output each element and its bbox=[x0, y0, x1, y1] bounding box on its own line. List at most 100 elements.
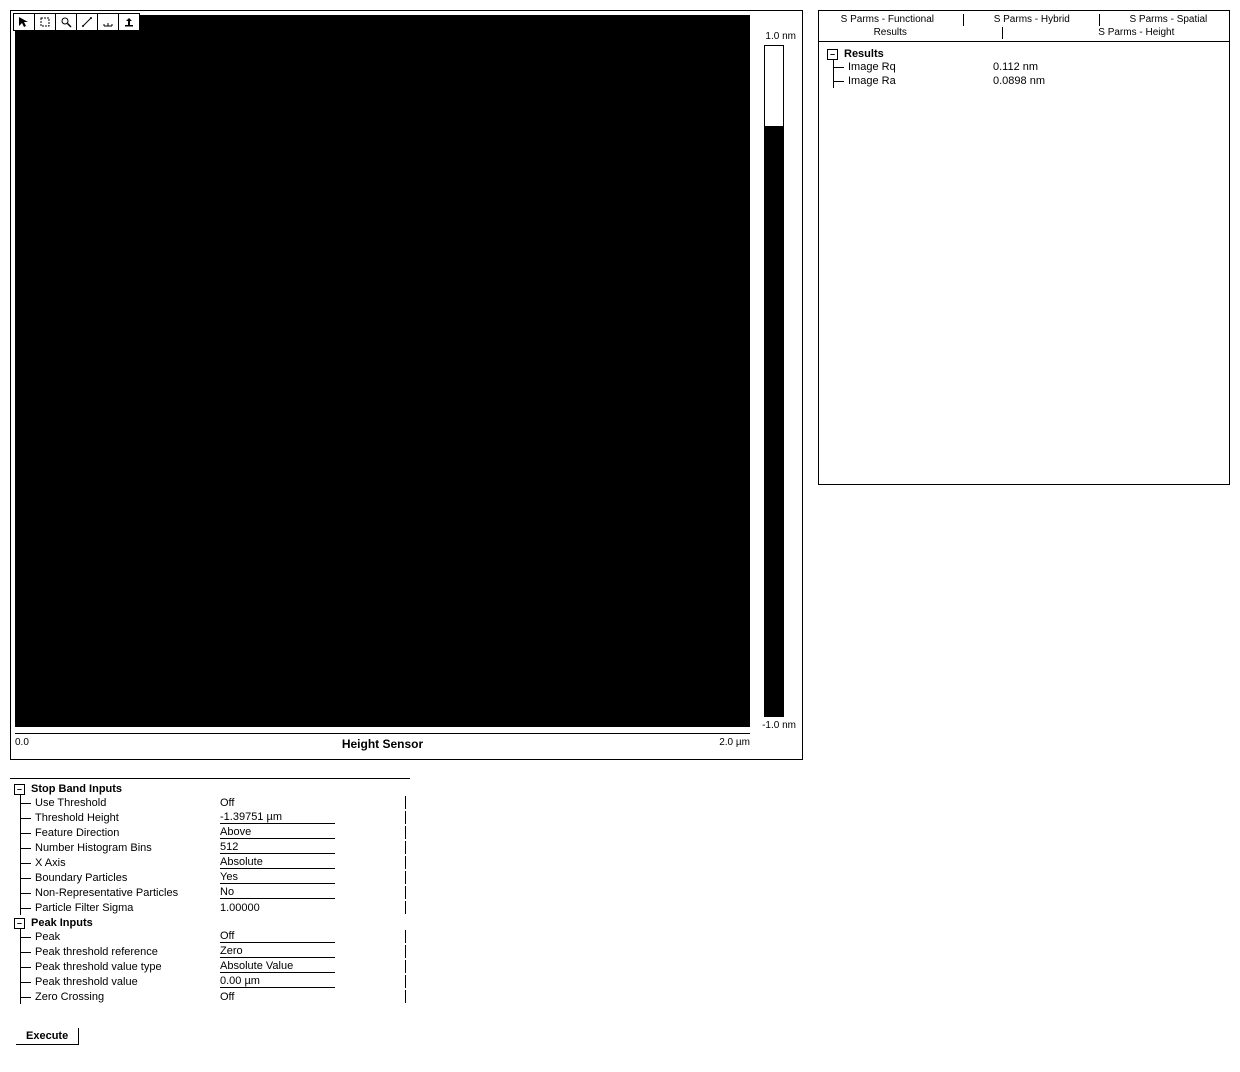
colorbar: 1.0 nm -1.0 nm bbox=[750, 31, 798, 731]
param-section: –Stop Band InputsUse ThresholdOffThresho… bbox=[14, 783, 406, 915]
param-label: Peak bbox=[35, 931, 220, 943]
result-label: Image Rq bbox=[848, 61, 993, 73]
row-end-marker bbox=[405, 975, 406, 988]
param-label: Number Histogram Bins bbox=[35, 842, 220, 854]
param-label: Threshold Height bbox=[35, 812, 220, 824]
image-toolbar bbox=[13, 13, 139, 31]
param-row: Zero CrossingOff bbox=[21, 989, 406, 1004]
row-end-marker bbox=[405, 945, 406, 958]
tab-separator bbox=[1099, 14, 1100, 26]
param-value[interactable]: Above bbox=[220, 826, 335, 839]
row-end-marker bbox=[405, 856, 406, 869]
param-label: Peak threshold value type bbox=[35, 961, 220, 973]
tab-separator bbox=[963, 14, 964, 26]
results-tree: – Results Image Rq 0.112 nm Image Ra 0.0… bbox=[819, 41, 1229, 94]
param-value[interactable]: 1.00000 bbox=[220, 902, 335, 914]
export-icon[interactable] bbox=[118, 13, 140, 31]
param-row: Peak threshold referenceZero bbox=[21, 944, 406, 959]
results-title: Results bbox=[844, 48, 884, 60]
param-row: Threshold Height-1.39751 µm bbox=[21, 810, 406, 825]
height-sensor-image[interactable] bbox=[15, 15, 750, 727]
cursor-icon[interactable] bbox=[13, 13, 35, 31]
param-value[interactable]: -1.39751 µm bbox=[220, 811, 335, 824]
param-value[interactable]: Absolute Value bbox=[220, 960, 335, 973]
tab-height[interactable]: S Parms - Height bbox=[1092, 26, 1180, 39]
row-end-marker bbox=[405, 930, 406, 943]
param-value[interactable]: Off bbox=[220, 930, 335, 943]
param-value[interactable]: 0.00 µm bbox=[220, 975, 335, 988]
results-children: Image Rq 0.112 nm Image Ra 0.0898 nm bbox=[833, 60, 1221, 88]
param-value[interactable]: Zero bbox=[220, 945, 335, 958]
result-row: Image Rq 0.112 nm bbox=[834, 60, 1221, 74]
params-box: –Stop Band InputsUse ThresholdOffThresho… bbox=[10, 778, 410, 1010]
param-label: Zero Crossing bbox=[35, 991, 220, 1003]
colorbar-gradient bbox=[764, 45, 784, 717]
param-label: Use Threshold bbox=[35, 797, 220, 809]
param-value[interactable]: Off bbox=[220, 797, 335, 809]
x-axis-max: 2.0 µm bbox=[719, 737, 750, 748]
row-end-marker bbox=[405, 901, 406, 914]
tree-branch-icon bbox=[834, 75, 848, 87]
param-section-title: Stop Band Inputs bbox=[31, 783, 122, 795]
param-section-header: –Peak Inputs bbox=[14, 917, 406, 929]
measure-icon[interactable] bbox=[76, 13, 98, 31]
param-value[interactable]: Absolute bbox=[220, 856, 335, 869]
tab-functional[interactable]: S Parms - Functional bbox=[835, 13, 940, 26]
params-panel: –Stop Band InputsUse ThresholdOffThresho… bbox=[10, 778, 410, 1045]
row-end-marker bbox=[405, 826, 406, 839]
param-label: Boundary Particles bbox=[35, 872, 220, 884]
param-section-title: Peak Inputs bbox=[31, 917, 93, 929]
tab-spatial[interactable]: S Parms - Spatial bbox=[1123, 13, 1213, 26]
row-end-marker bbox=[405, 871, 406, 884]
tree-branch-icon bbox=[834, 61, 848, 73]
param-row: Peak threshold value typeAbsolute Value bbox=[21, 959, 406, 974]
param-row: Boundary ParticlesYes bbox=[21, 870, 406, 885]
colorbar-fill bbox=[765, 126, 783, 716]
param-section: –Peak InputsPeakOffPeak threshold refere… bbox=[14, 917, 406, 1004]
param-row: Feature DirectionAbove bbox=[21, 825, 406, 840]
param-label: Peak threshold reference bbox=[35, 946, 220, 958]
param-value[interactable]: No bbox=[220, 886, 335, 899]
image-panel: 1.0 nm -1.0 nm 0.0 Height Sensor 2.0 µm bbox=[10, 10, 803, 760]
param-row: X AxisAbsolute bbox=[21, 855, 406, 870]
param-row: Particle Filter Sigma1.00000 bbox=[21, 900, 406, 915]
row-end-marker bbox=[405, 886, 406, 899]
result-row: Image Ra 0.0898 nm bbox=[834, 74, 1221, 88]
param-label: Feature Direction bbox=[35, 827, 220, 839]
scale-icon[interactable] bbox=[97, 13, 119, 31]
execute-button[interactable]: Execute bbox=[16, 1028, 79, 1045]
row-end-marker bbox=[405, 841, 406, 854]
param-row: Number Histogram Bins512 bbox=[21, 840, 406, 855]
x-axis-label: Height Sensor bbox=[15, 737, 750, 751]
param-rows: Use ThresholdOffThreshold Height-1.39751… bbox=[20, 795, 406, 915]
tab-results[interactable]: Results bbox=[868, 26, 913, 39]
tab-hybrid[interactable]: S Parms - Hybrid bbox=[988, 13, 1076, 26]
tab-separator bbox=[1002, 27, 1003, 39]
results-panel: S Parms - Functional S Parms - Hybrid S … bbox=[818, 10, 1230, 485]
row-end-marker bbox=[405, 811, 406, 824]
param-value[interactable]: 512 bbox=[220, 841, 335, 854]
param-section-header: –Stop Band Inputs bbox=[14, 783, 406, 795]
param-value[interactable]: Yes bbox=[220, 871, 335, 884]
collapse-icon[interactable]: – bbox=[14, 784, 25, 795]
colorbar-max-label: 1.0 nm bbox=[765, 31, 796, 42]
colorbar-min-label: -1.0 nm bbox=[762, 720, 796, 731]
result-value: 0.0898 nm bbox=[993, 75, 1045, 87]
param-value[interactable]: Off bbox=[220, 991, 335, 1003]
collapse-icon[interactable]: – bbox=[827, 49, 838, 60]
select-icon[interactable] bbox=[34, 13, 56, 31]
tab-header: S Parms - Functional S Parms - Hybrid S … bbox=[819, 11, 1229, 39]
param-label: Non-Representative Particles bbox=[35, 887, 220, 899]
param-row: Non-Representative ParticlesNo bbox=[21, 885, 406, 900]
param-label: Particle Filter Sigma bbox=[35, 902, 220, 914]
result-label: Image Ra bbox=[848, 75, 993, 87]
param-row: PeakOff bbox=[21, 929, 406, 944]
row-end-marker bbox=[405, 990, 406, 1003]
zoom-icon[interactable] bbox=[55, 13, 77, 31]
x-axis: 0.0 Height Sensor 2.0 µm bbox=[15, 733, 750, 755]
result-value: 0.112 nm bbox=[993, 61, 1038, 73]
collapse-icon[interactable]: – bbox=[14, 918, 25, 929]
param-label: Peak threshold value bbox=[35, 976, 220, 988]
row-end-marker bbox=[405, 960, 406, 973]
param-row: Use ThresholdOff bbox=[21, 795, 406, 810]
